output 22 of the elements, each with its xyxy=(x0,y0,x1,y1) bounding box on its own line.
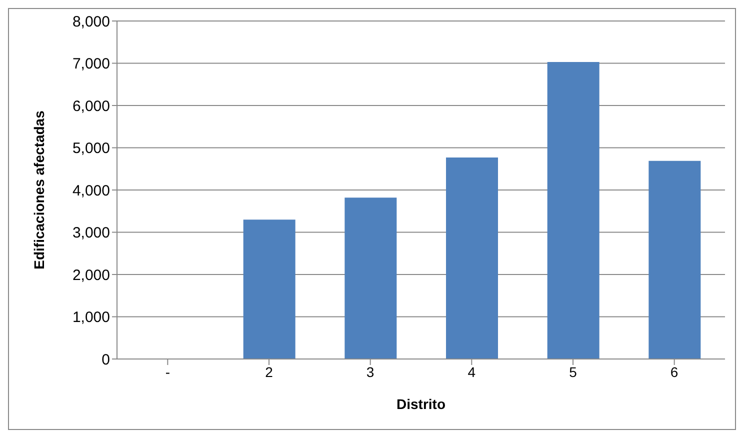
x-axis-title: Distrito xyxy=(396,396,446,412)
y-tick-label: 4,000 xyxy=(72,182,110,200)
y-axis-title: Edificaciones afectadas xyxy=(30,110,47,270)
x-tick-label: 2 xyxy=(265,364,274,380)
x-tick-label: 3 xyxy=(366,364,374,380)
y-tick-label: 3,000 xyxy=(72,224,110,242)
bar xyxy=(446,157,498,359)
bar xyxy=(648,160,701,359)
y-tick-label: 7,000 xyxy=(72,56,110,73)
bar xyxy=(344,198,397,359)
y-tick-label: 2,000 xyxy=(72,266,110,284)
bar xyxy=(547,62,600,359)
y-tick-label: 0 xyxy=(102,351,110,368)
x-tick-label: 4 xyxy=(468,364,476,380)
bar xyxy=(243,220,296,359)
x-tick-label: - xyxy=(165,364,170,380)
x-tick-label: 6 xyxy=(670,364,678,380)
y-tick-label: 5,000 xyxy=(72,140,110,158)
y-tick-label: 8,000 xyxy=(72,13,110,30)
y-tick-label: 1,000 xyxy=(72,309,110,326)
y-tick-label: 6,000 xyxy=(72,98,110,115)
x-tick-label: 5 xyxy=(569,364,578,380)
